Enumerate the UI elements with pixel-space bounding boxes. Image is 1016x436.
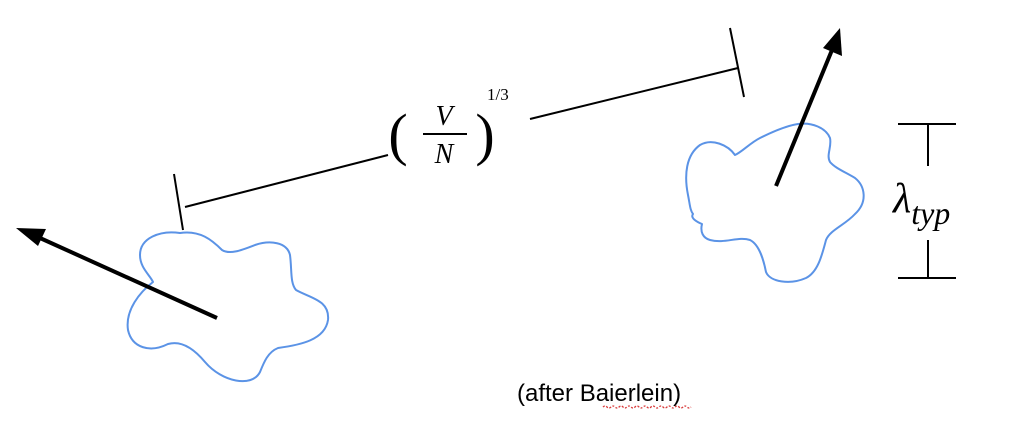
right-end-cap xyxy=(729,27,745,98)
left-parenthesis: ( xyxy=(388,102,407,167)
exponent: 1/3 xyxy=(487,85,509,104)
wavelength-symbol: λ xyxy=(891,176,911,222)
right-wave-packet xyxy=(685,122,865,283)
fraction-numerator: V xyxy=(435,101,455,132)
wavelength-label: λtyp xyxy=(891,176,950,231)
separation-line-right xyxy=(529,67,739,120)
left-arrow-head xyxy=(16,228,46,246)
right-arrow-head xyxy=(823,28,842,56)
left-wave-packet xyxy=(126,231,330,382)
spellcheck-underline xyxy=(602,405,692,409)
credit-suffix: ) xyxy=(673,380,681,407)
wavelength-marker: λtyp xyxy=(891,123,956,279)
right-parenthesis: ) xyxy=(475,102,494,167)
credit-prefix: (after xyxy=(517,380,580,407)
right-momentum-arrow xyxy=(774,49,834,187)
fraction-denominator: N xyxy=(434,139,455,170)
separation-line-left xyxy=(184,154,389,208)
left-momentum-arrow xyxy=(39,236,218,320)
left-end-cap xyxy=(173,173,184,231)
credit-text: (after Baierlein) xyxy=(517,380,681,407)
wavelength-subscript: typ xyxy=(911,195,950,231)
separation-label: ( V N ) 1/3 xyxy=(388,85,508,170)
credit-author: Baierlein xyxy=(580,380,673,407)
